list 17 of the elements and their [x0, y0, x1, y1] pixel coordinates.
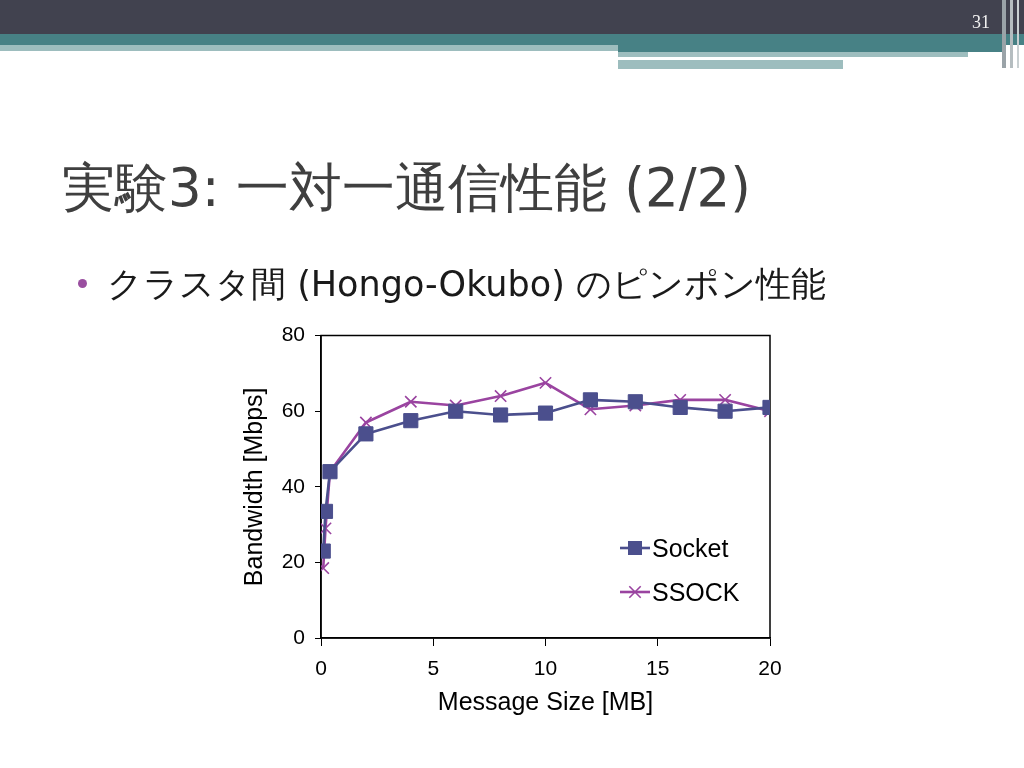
y-tick-label: 60	[281, 398, 305, 421]
x-tick-label: 0	[315, 656, 327, 680]
y-tick-label: 80	[281, 322, 305, 346]
x-axis-title: Message Size [MB]	[437, 686, 654, 715]
y-tick-label: 20	[281, 549, 305, 573]
x-tick-label: 10	[533, 656, 558, 680]
chart-subtitle: クラスタ間 (Hongo-Okubo) のピンポン性能	[107, 264, 826, 304]
y-tick-label: 0	[293, 624, 305, 648]
x-tick-label: 5	[427, 656, 440, 680]
text: 31	[972, 12, 990, 32]
legend-label: SSOCK	[652, 577, 740, 607]
y-axis-title: Bandwidth [Mbps]	[238, 387, 267, 587]
x-tick-label: 20	[758, 656, 782, 680]
y-tick-label: 40	[281, 473, 305, 497]
chart-title: 実験3: 一対一通信性能 (2/2)	[62, 157, 751, 219]
legend-label: Socket	[652, 533, 729, 563]
x-tick-label: 15	[646, 656, 670, 680]
